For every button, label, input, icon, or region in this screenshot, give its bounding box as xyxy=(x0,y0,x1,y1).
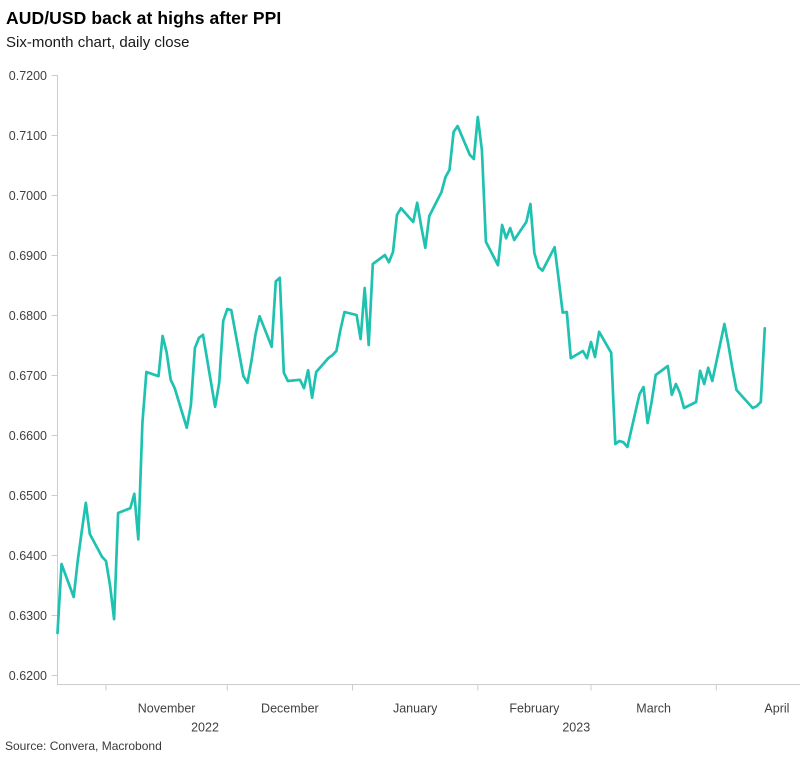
x-axis-year-label: 2022 xyxy=(191,720,219,734)
y-axis-tick-label: 0.6300 xyxy=(9,609,47,623)
x-axis-month-label: February xyxy=(509,701,560,715)
chart-subtitle: Six-month chart, daily close xyxy=(6,34,190,51)
y-axis-tick-label: 0.6800 xyxy=(9,309,47,323)
y-axis-tick-label: 0.6900 xyxy=(9,249,47,263)
x-axis-month-label: November xyxy=(138,701,196,715)
x-axis-month-label: April xyxy=(764,701,789,715)
x-axis-month-label: January xyxy=(393,701,438,715)
y-axis-tick-label: 0.6200 xyxy=(9,669,47,683)
y-axis-tick-label: 0.7200 xyxy=(9,69,47,83)
y-axis-tick-label: 0.7100 xyxy=(9,129,47,143)
y-axis-tick-label: 0.6600 xyxy=(9,429,47,443)
y-axis-tick-label: 0.6500 xyxy=(9,489,47,503)
y-axis-tick-label: 0.7000 xyxy=(9,189,47,203)
source-note: Source: Convera, Macrobond xyxy=(5,739,162,753)
x-axis-year-label: 2023 xyxy=(562,720,590,734)
price-line xyxy=(56,115,767,635)
x-axis-month-label: March xyxy=(636,701,671,715)
x-axis-month-label: December xyxy=(261,701,319,715)
y-axis-tick-label: 0.6700 xyxy=(9,369,47,383)
chart-title: AUD/USD back at highs after PPI xyxy=(6,8,282,28)
y-axis-tick-label: 0.6400 xyxy=(9,549,47,563)
